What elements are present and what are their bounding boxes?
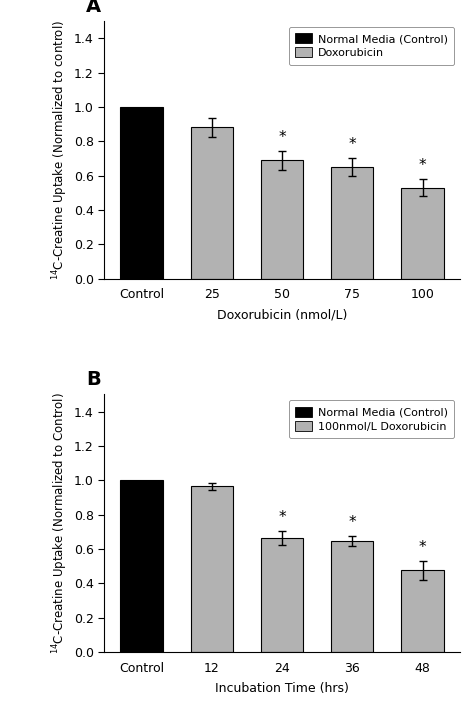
Bar [401,188,444,278]
Text: *: * [278,130,286,144]
Text: *: * [278,510,286,525]
Bar [120,107,163,278]
Text: *: * [348,515,356,530]
Bar [191,486,233,652]
Text: *: * [419,158,426,173]
Text: *: * [348,137,356,152]
X-axis label: Doxorubicin (nmol/L): Doxorubicin (nmol/L) [217,308,347,321]
Bar [331,167,374,278]
Bar [331,541,374,652]
Y-axis label: $^{14}$C-Creatine Uptake (Normalized to Control): $^{14}$C-Creatine Uptake (Normalized to … [50,393,70,654]
Bar [401,571,444,652]
Legend: Normal Media (Control), Doxorubicin: Normal Media (Control), Doxorubicin [289,27,454,64]
X-axis label: Incubation Time (hrs): Incubation Time (hrs) [215,681,349,695]
Text: A: A [86,0,100,16]
Text: B: B [86,370,100,389]
Legend: Normal Media (Control), 100nmol/L Doxorubicin: Normal Media (Control), 100nmol/L Doxoru… [289,400,454,438]
Bar [120,480,163,652]
Bar [191,128,233,278]
Bar [261,160,303,278]
Y-axis label: $^{14}$C-Creatine Uptake (Normalized to control): $^{14}$C-Creatine Uptake (Normalized to … [50,20,70,280]
Bar [261,538,303,652]
Text: *: * [419,540,426,555]
